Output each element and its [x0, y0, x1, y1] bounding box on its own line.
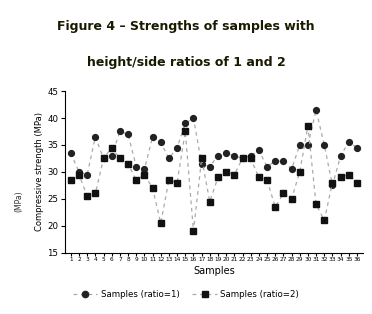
Text: Figure 4 – Strengths of samples with: Figure 4 – Strengths of samples with	[57, 20, 315, 33]
Text: (MPa): (MPa)	[15, 190, 23, 212]
Y-axis label: Compressive strength (MPa): Compressive strength (MPa)	[35, 112, 44, 231]
Text: height/side ratios of 1 and 2: height/side ratios of 1 and 2	[87, 56, 285, 69]
X-axis label: Samples: Samples	[193, 266, 235, 276]
Legend: Samples (ratio=1), Samples (ratio=2): Samples (ratio=1), Samples (ratio=2)	[70, 286, 302, 302]
